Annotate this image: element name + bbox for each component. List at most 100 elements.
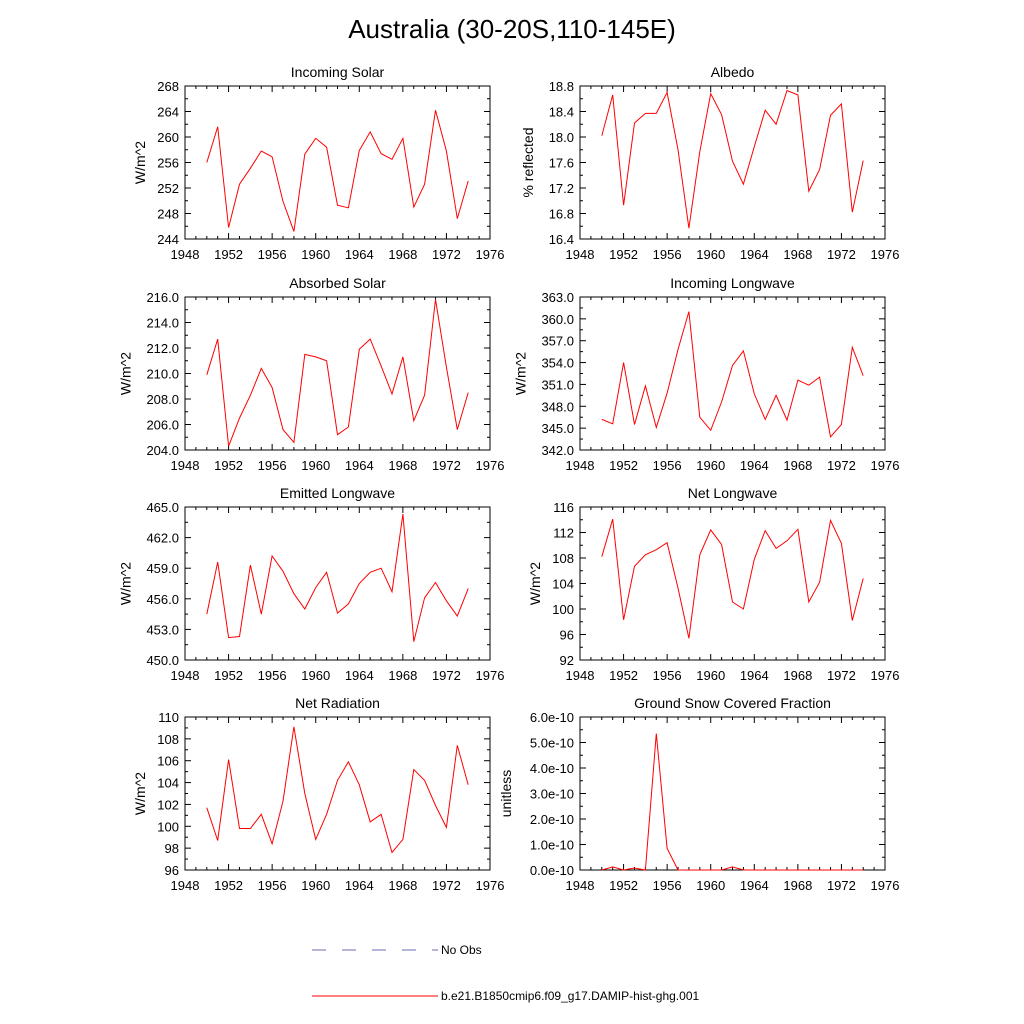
y-tick-label: 456.0 (146, 592, 179, 607)
y-tick-label: 1.0e-10 (530, 838, 574, 853)
chart-title: Absorbed Solar (289, 275, 386, 291)
x-tick-label: 1972 (432, 668, 461, 683)
x-tick-label: 1948 (566, 247, 595, 262)
y-tick-label: 98 (165, 841, 179, 856)
series-line (601, 311, 864, 439)
y-tick-label: 244 (157, 232, 179, 247)
chart-panel-8: Ground Snow Covered Fraction 1948 1952 1956… (498, 695, 900, 893)
y-tick-label: 252 (157, 181, 179, 196)
y-tick-label: 459.0 (146, 561, 179, 576)
x-tick-label: 1960 (696, 878, 725, 893)
x-tick-label: 1960 (301, 878, 330, 893)
x-tick-label: 1976 (871, 668, 900, 683)
chart-title: Incoming Longwave (670, 275, 795, 291)
y-tick-label: 264 (157, 105, 179, 120)
y-tick-label: 345.0 (541, 421, 574, 436)
y-tick-label: 248 (157, 207, 179, 222)
y-tick-label: 453.0 (146, 622, 179, 637)
y-tick-label: 116 (553, 500, 574, 515)
x-tick-label: 1968 (783, 668, 812, 683)
chart-panel-3: Absorbed Solar 1948 1952 1956 1960 1964 1968 19… (118, 275, 505, 473)
x-tick-label: 1964 (345, 247, 374, 262)
x-tick-label: 1972 (827, 878, 856, 893)
x-tick-label: 1972 (432, 247, 461, 262)
y-tick-label: 450.0 (146, 653, 179, 668)
x-tick-label: 1952 (609, 458, 638, 473)
plot-frame (579, 506, 886, 661)
x-tick-label: 1948 (171, 247, 200, 262)
x-tick-label: 1952 (214, 247, 243, 262)
x-tick-label: 1960 (696, 668, 725, 683)
chart-panel-2: Albedo 1948 1952 1956 1960 1964 1968 1972 1976 16… (520, 64, 900, 262)
series-line (206, 299, 469, 447)
x-tick-label: 1956 (258, 247, 287, 262)
y-tick-label: 462.0 (146, 531, 179, 546)
page-title: Australia (30-20S,110-145E) (348, 14, 676, 44)
x-tick-label: 1972 (827, 668, 856, 683)
x-tick-label: 1976 (476, 458, 505, 473)
x-tick-label: 1976 (476, 247, 505, 262)
x-tick-label: 1968 (783, 878, 812, 893)
x-tick-label: 1976 (476, 668, 505, 683)
y-tick-label: 3.0e-10 (530, 787, 574, 802)
y-tick-label: 16.4 (549, 232, 574, 247)
chart-panel-4: Incoming Longwave 1948 1952 1956 1960 1964 196… (513, 275, 900, 473)
y-axis-label: W/m^2 (132, 772, 148, 815)
y-tick-label: 18.4 (549, 105, 574, 120)
y-axis-label: % reflected (520, 127, 536, 197)
y-axis-label: W/m^2 (527, 562, 543, 605)
x-tick-label: 1948 (171, 878, 200, 893)
x-tick-label: 1956 (258, 878, 287, 893)
x-tick-label: 1972 (432, 878, 461, 893)
y-tick-label: 0.0e-10 (530, 863, 574, 878)
x-tick-label: 1976 (871, 458, 900, 473)
x-tick-label: 1956 (258, 458, 287, 473)
plot-frame (184, 85, 491, 240)
x-tick-label: 1952 (214, 668, 243, 683)
x-tick-label: 1968 (783, 458, 812, 473)
y-tick-label: 16.8 (549, 207, 574, 222)
x-tick-label: 1972 (827, 458, 856, 473)
legend-obs-label: No Obs (441, 943, 482, 957)
y-tick-label: 348.0 (541, 399, 574, 414)
legend-model: b.e21.B1850cmip6.f09_g17.DAMIP-hist-ghg.… (0, 986, 1024, 1006)
y-tick-label: 210.0 (146, 367, 179, 382)
y-tick-label: 104 (157, 776, 179, 791)
x-tick-label: 1952 (214, 878, 243, 893)
legend-obs-swatch (312, 949, 438, 951)
plot-frame (579, 85, 886, 240)
x-tick-label: 1972 (432, 458, 461, 473)
y-axis-label: W/m^2 (132, 141, 148, 184)
x-tick-label: 1952 (609, 668, 638, 683)
x-tick-label: 1968 (388, 458, 417, 473)
y-tick-label: 108 (157, 732, 179, 747)
y-tick-label: 92 (560, 653, 574, 668)
y-axis-label: unitless (498, 770, 514, 817)
x-tick-label: 1960 (301, 247, 330, 262)
x-tick-label: 1960 (696, 458, 725, 473)
y-tick-label: 206.0 (146, 418, 179, 433)
x-tick-label: 1968 (388, 247, 417, 262)
y-tick-label: 260 (157, 130, 179, 145)
x-tick-label: 1964 (740, 878, 769, 893)
x-tick-label: 1968 (388, 668, 417, 683)
x-tick-label: 1964 (345, 878, 374, 893)
x-tick-label: 1960 (696, 247, 725, 262)
x-tick-label: 1964 (740, 668, 769, 683)
y-axis-label: W/m^2 (118, 352, 134, 395)
x-tick-label: 1964 (740, 458, 769, 473)
x-tick-label: 1964 (345, 668, 374, 683)
y-tick-label: 18.0 (549, 130, 574, 145)
chart-title: Emitted Longwave (280, 485, 395, 501)
series-line (601, 89, 864, 229)
y-axis-label: W/m^2 (118, 562, 134, 605)
y-tick-label: 5.0e-10 (530, 736, 574, 751)
x-tick-label: 1972 (827, 247, 856, 262)
y-tick-label: 268 (157, 79, 179, 94)
y-tick-label: 214.0 (146, 316, 179, 331)
chart-title: Net Radiation (295, 695, 380, 711)
y-tick-label: 17.6 (549, 156, 574, 171)
y-tick-label: 106 (157, 754, 179, 769)
chart-title: Incoming Solar (291, 64, 385, 80)
